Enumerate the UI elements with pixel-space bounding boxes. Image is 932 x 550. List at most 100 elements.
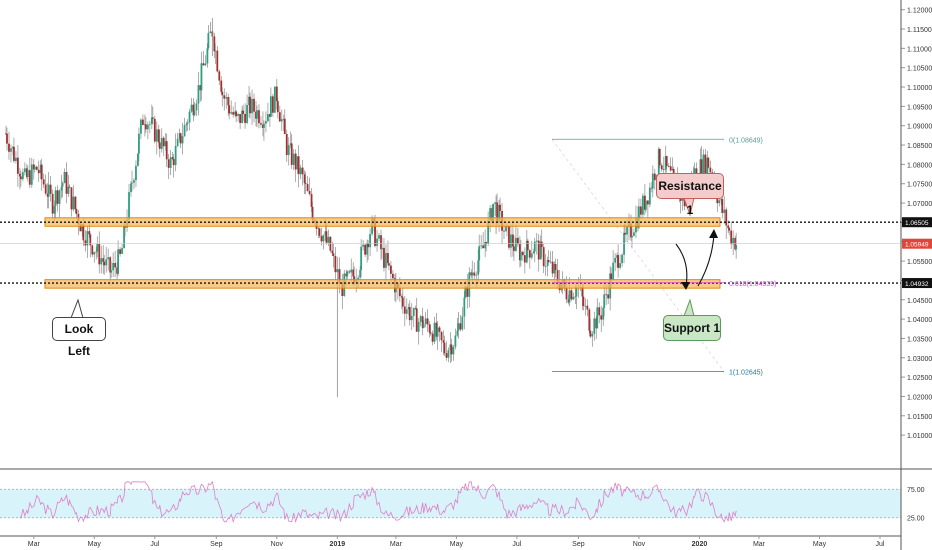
candle-up <box>273 86 276 113</box>
candle-down <box>595 318 598 329</box>
candle-up <box>575 288 578 297</box>
candle-up <box>366 243 369 255</box>
candle-down <box>630 223 632 238</box>
candle-up <box>619 263 621 268</box>
candle-down <box>586 305 589 310</box>
candle-down <box>325 231 328 243</box>
candle-up <box>96 243 99 252</box>
candle-up <box>150 117 153 124</box>
candle-up <box>206 48 209 64</box>
candle-up <box>204 63 207 66</box>
candle-down <box>75 209 78 214</box>
candle-up <box>133 180 135 183</box>
candle-down <box>667 165 670 167</box>
candle-down <box>466 286 469 297</box>
candle-down <box>320 235 323 242</box>
price-tick-label: 1.01500 <box>907 414 932 421</box>
candle-down <box>442 340 445 343</box>
candle-up <box>553 263 556 274</box>
candle-down <box>220 80 223 92</box>
candle-down <box>485 241 488 244</box>
candle-down <box>653 173 656 181</box>
candle-up <box>454 335 457 347</box>
candle-down <box>607 294 610 299</box>
candle-down <box>232 112 235 115</box>
candle-down <box>429 332 432 334</box>
candle-down <box>496 202 498 222</box>
support-callout-label: Support 1 <box>664 321 720 335</box>
price-tick-label: 1.07000 <box>907 201 932 208</box>
candle-up <box>280 119 283 122</box>
candle-up <box>584 305 587 307</box>
candle-down <box>25 168 28 177</box>
candle-up <box>433 322 436 342</box>
candle-up <box>63 171 66 183</box>
candle-up <box>174 146 177 166</box>
candle-down <box>221 91 224 96</box>
candle-up <box>492 203 494 222</box>
candle-down <box>348 271 351 273</box>
candle-up <box>602 307 605 320</box>
time-tick-label: Nov <box>633 541 646 548</box>
candle-down <box>227 97 230 106</box>
candle-down <box>70 187 73 210</box>
candle-up <box>54 190 57 206</box>
candle-up <box>385 253 387 268</box>
candle-up <box>169 157 172 168</box>
candle-up <box>463 297 466 317</box>
candle-down <box>640 206 642 215</box>
candle-down <box>199 85 202 91</box>
candle-down <box>523 255 526 263</box>
support-zone <box>44 279 721 289</box>
candle-up <box>178 133 181 139</box>
candle-up <box>67 186 70 194</box>
candle-down <box>537 240 540 260</box>
candle-up <box>282 118 285 120</box>
candle-down <box>725 209 728 226</box>
candle-down <box>665 156 668 166</box>
candle-up <box>475 274 478 276</box>
candle-up <box>186 122 189 124</box>
candle-up <box>735 245 738 250</box>
support-callout[interactable]: Support 1 <box>663 315 721 341</box>
candle-up <box>251 98 253 114</box>
candle-up <box>657 148 660 176</box>
candle-down <box>255 111 257 119</box>
candle-down <box>276 101 279 113</box>
candle-down <box>294 153 297 170</box>
candle-down <box>6 133 8 144</box>
candle-down <box>570 290 573 300</box>
time-tick-label: Sep <box>572 541 585 548</box>
candle-down <box>440 331 443 341</box>
candle-up <box>505 225 507 232</box>
candle-down <box>244 113 246 123</box>
candle-up <box>195 103 198 111</box>
time-tick-label: Mar <box>390 541 403 548</box>
candle-down <box>242 110 245 114</box>
candle-up <box>539 241 542 260</box>
price-tick-label: 1.11000 <box>907 46 932 53</box>
price-tick-label: 1.02500 <box>907 375 932 382</box>
time-tick-label: Jul <box>512 541 521 548</box>
candle-down <box>271 96 274 113</box>
candle-down <box>730 230 733 245</box>
candle-up <box>424 318 427 325</box>
candle-down <box>588 309 591 331</box>
candle-down <box>554 263 557 271</box>
look-left-callout[interactable]: Look Left <box>52 317 106 358</box>
rsi-line <box>19 480 737 524</box>
candle-up <box>535 240 538 242</box>
price-tick-label: 1.07500 <box>907 182 932 189</box>
candle-down <box>192 104 195 116</box>
candle-down <box>268 114 271 117</box>
resistance-callout[interactable]: Resistance 1 <box>656 173 724 217</box>
candle-up <box>706 157 709 175</box>
candle-up <box>123 226 125 249</box>
candle-up <box>143 124 146 126</box>
price-tick-label: 1.09500 <box>907 104 932 111</box>
candle-down <box>521 251 524 256</box>
candle-down <box>42 179 45 185</box>
candle-down <box>103 261 106 266</box>
candle-down <box>513 246 515 251</box>
